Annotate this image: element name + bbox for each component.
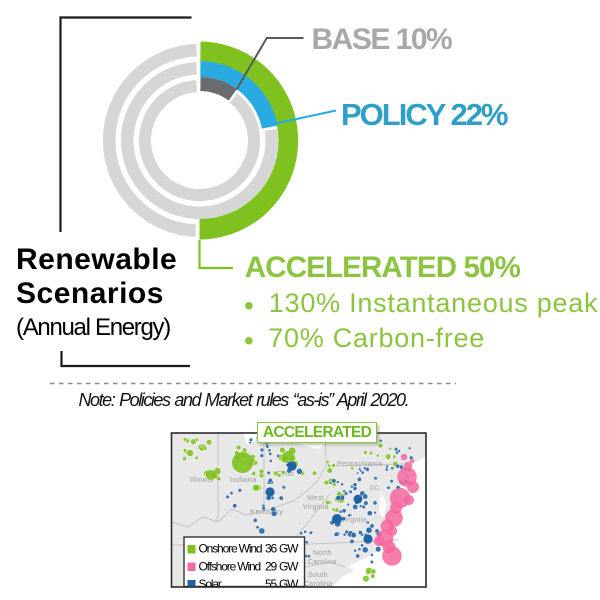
svg-text:36: 36 <box>265 542 278 556</box>
svg-text:Offshore Wind: Offshore Wind <box>199 560 261 574</box>
svg-text:DC: DC <box>370 486 380 492</box>
svg-text:GW: GW <box>279 560 299 574</box>
svg-text:29: 29 <box>265 560 278 574</box>
svg-text:Indiana: Indiana <box>230 475 257 484</box>
svg-text:Kentucky: Kentucky <box>250 507 283 516</box>
svg-text:Onshore Wind: Onshore Wind <box>199 542 262 556</box>
svg-text:Carolina: Carolina <box>308 559 336 566</box>
svg-text:GW: GW <box>279 542 299 556</box>
svg-text:55: 55 <box>265 577 278 591</box>
svg-text:GW: GW <box>279 577 299 591</box>
svg-text:Illinois: Illinois <box>190 475 213 484</box>
svg-text:West: West <box>307 495 324 502</box>
svg-text:Virginia: Virginia <box>303 504 329 511</box>
svg-text:Virginia: Virginia <box>341 517 367 524</box>
svg-text:North: North <box>313 550 332 557</box>
svg-text:South: South <box>308 572 328 579</box>
svg-text:Carolina: Carolina <box>304 581 332 588</box>
svg-text:Pennsylvania: Pennsylvania <box>337 461 382 468</box>
svg-text:Solar: Solar <box>199 577 222 591</box>
